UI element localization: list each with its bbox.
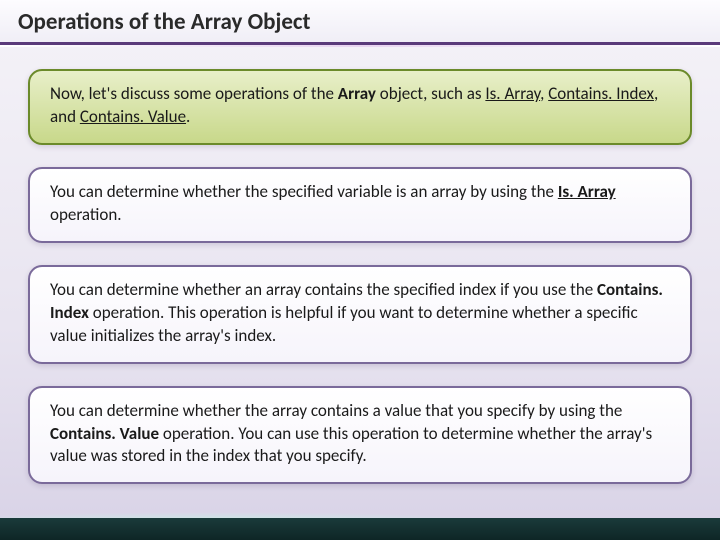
p3-op: Contains. Value (50, 423, 159, 444)
p2-t2: operation. This operation is helpful if … (50, 302, 638, 346)
p1-op: Is. Array (558, 181, 616, 202)
containsvalue-box: You can determine whether the array cont… (28, 386, 692, 485)
p1-t1: You can determine whether the specified … (50, 181, 558, 202)
content-area: Now, let's discuss some operations of th… (0, 47, 720, 494)
intro-array-word: Array (338, 83, 376, 104)
intro-sep1: , (540, 83, 548, 104)
footer-dark (0, 518, 720, 540)
p3-t1: You can determine whether the array cont… (50, 400, 622, 421)
intro-op1: Is. Array (485, 83, 540, 104)
intro-text: Now, let's discuss some operations of th… (50, 83, 338, 104)
p1-t2: operation. (50, 204, 122, 225)
p2-t1: You can determine whether an array conta… (50, 279, 597, 300)
slide: Operations of the Array Object Now, let'… (0, 0, 720, 540)
title-bar: Operations of the Array Object (0, 0, 720, 45)
intro-box: Now, let's discuss some operations of th… (28, 69, 692, 145)
intro-mid: object, such as (376, 83, 485, 104)
intro-op2: Contains. Index (548, 83, 654, 104)
isarray-box: You can determine whether the specified … (28, 167, 692, 243)
containsindex-box: You can determine whether an array conta… (28, 265, 692, 364)
footer-band (0, 500, 720, 540)
intro-op3: Contains. Value (80, 106, 186, 127)
slide-title: Operations of the Array Object (18, 8, 702, 36)
intro-suffix: . (186, 106, 190, 127)
